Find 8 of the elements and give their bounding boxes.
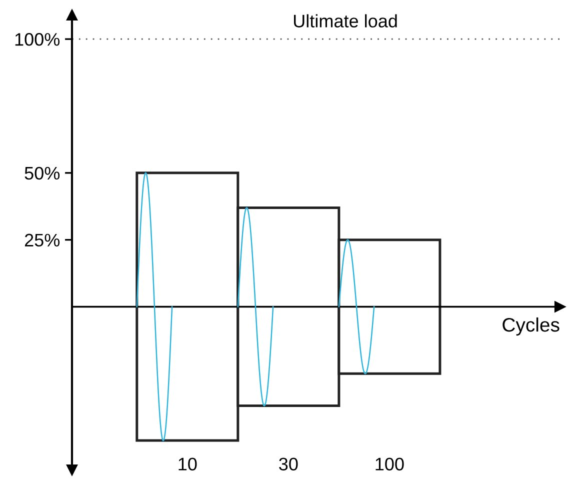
y-tick-label: 25%	[24, 234, 60, 247]
y-tick-label: 50%	[24, 166, 60, 180]
x-axis-title: Cycles	[502, 317, 560, 336]
x-tick-label: 100	[376, 458, 404, 470]
y-tick-label: 100%	[15, 33, 60, 46]
x-tick-label: 10	[178, 458, 197, 470]
x-tick-label: 30	[279, 458, 298, 470]
ref-line-label: Ultimate load	[294, 14, 397, 28]
